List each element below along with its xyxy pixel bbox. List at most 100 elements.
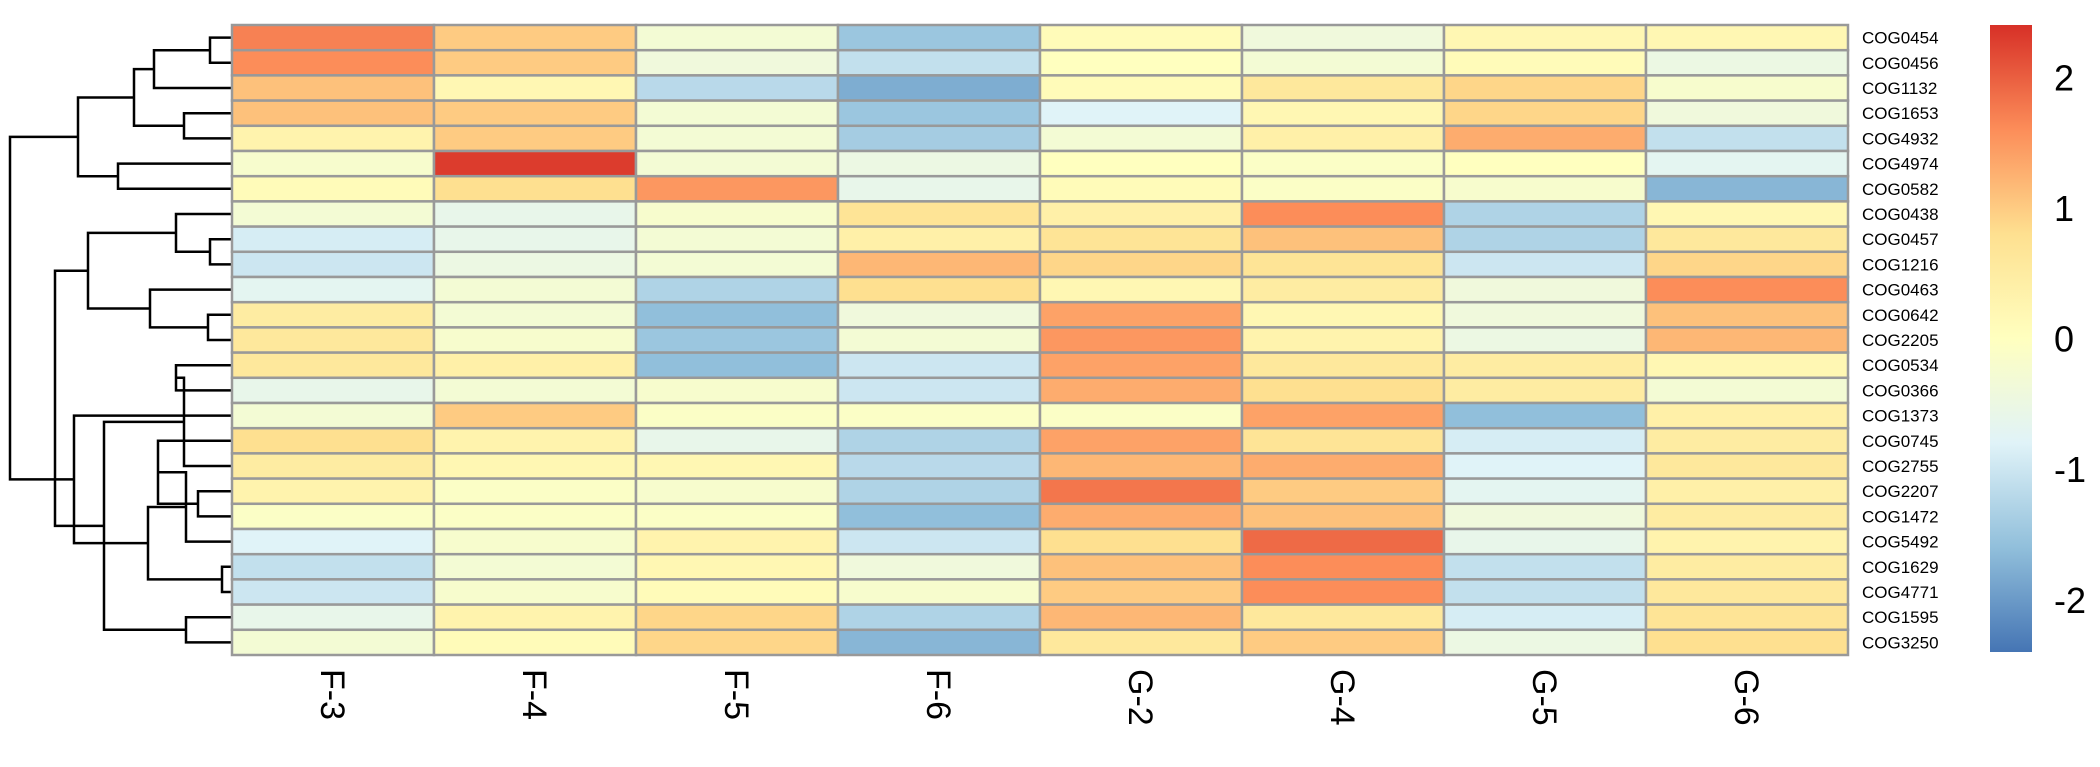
heatmap-cell-COG1373-G-6 <box>1644 401 1850 430</box>
heatmap-cell-COG4974-F-5 <box>634 149 840 178</box>
heatmap-cell-COG2755-F-6 <box>836 452 1042 480</box>
heatmap-cell-COG0438-G-6 <box>1644 200 1850 228</box>
row-label: COG5492 <box>1862 533 1939 552</box>
heatmap-cell-COG2207-G-4 <box>1240 477 1446 506</box>
heatmap-cell-COG1216-G-6 <box>1644 250 1850 279</box>
heatmap-cell-COG2207-F-6 <box>836 477 1042 506</box>
heatmap-cell-COG1216-G-4 <box>1240 250 1446 279</box>
heatmap-cell-COG4974-G-6 <box>1644 149 1850 178</box>
heatmap-cell-COG0582-F-3 <box>230 174 436 203</box>
heatmap-cell-COG1216-G-5 <box>1442 250 1648 279</box>
heatmap-cell-COG1472-F-4 <box>432 502 638 531</box>
heatmap-cell-COG0582-G-4 <box>1240 174 1446 203</box>
heatmap-cell-COG1595-G-6 <box>1644 603 1850 632</box>
heatmap-cell-COG2755-F-4 <box>432 452 638 480</box>
heatmap-cell-COG0534-G-4 <box>1240 351 1446 380</box>
heatmap-cell-COG2205-F-6 <box>836 326 1042 354</box>
heatmap-cell-COG0582-F-5 <box>634 174 840 203</box>
heatmap-cell-COG0454-G-4 <box>1240 23 1446 52</box>
heatmap-cell-COG0454-F-3 <box>230 23 436 52</box>
heatmap-cell-COG4771-G-2 <box>1038 578 1244 606</box>
row-label: COG0582 <box>1862 180 1939 199</box>
heatmap-cell-COG0454-F-6 <box>836 23 1042 52</box>
heatmap-cell-COG0366-G-2 <box>1038 376 1244 405</box>
heatmap-cell-COG1653-F-4 <box>432 99 638 128</box>
heatmap-cell-COG4771-F-5 <box>634 578 840 606</box>
heatmap-cell-COG5492-F-6 <box>836 527 1042 556</box>
heatmap-cell-COG1629-F-5 <box>634 552 840 581</box>
heatmap-cell-COG1132-G-6 <box>1644 74 1850 102</box>
heatmap-cell-COG1653-G-5 <box>1442 99 1648 128</box>
heatmap-cell-COG1472-G-5 <box>1442 502 1648 531</box>
heatmap-cell-COG1629-F-4 <box>432 552 638 581</box>
legend-tick-label: 0 <box>2054 319 2074 360</box>
heatmap-cell-COG1595-G-4 <box>1240 603 1446 632</box>
heatmap-cell-COG1132-G-4 <box>1240 74 1446 102</box>
heatmap-cell-COG4932-G-2 <box>1038 124 1244 153</box>
heatmap-cell-COG5492-F-3 <box>230 527 436 556</box>
column-label: F-5 <box>717 669 755 720</box>
heatmap-cell-COG1629-G-6 <box>1644 552 1850 581</box>
heatmap-cell-COG1373-F-3 <box>230 401 436 430</box>
heatmap-cell-COG1595-F-6 <box>836 603 1042 632</box>
row-label: COG1595 <box>1862 608 1939 627</box>
heatmap-cell-COG0366-F-6 <box>836 376 1042 405</box>
heatmap-cell-COG0642-G-5 <box>1442 300 1648 329</box>
row-label: COG1373 <box>1862 407 1939 426</box>
heatmap-cell-COG0745-F-4 <box>432 426 638 455</box>
heatmap-cell-COG0745-G-2 <box>1038 426 1244 455</box>
heatmap-cell-COG2207-F-4 <box>432 477 638 506</box>
heatmap-cell-COG0456-F-3 <box>230 48 436 77</box>
dendrogram-branch <box>206 313 232 342</box>
column-label: F-3 <box>313 669 351 720</box>
heatmap-cell-COG0582-G-5 <box>1442 174 1648 203</box>
heatmap-cell-COG0463-F-4 <box>432 275 638 304</box>
dendrogram-branch <box>152 48 232 90</box>
row-label: COG1216 <box>1862 255 1939 274</box>
dendrogram-branch <box>196 489 232 518</box>
legend-tick-label: 1 <box>2054 188 2074 229</box>
heatmap-cell-COG4771-G-4 <box>1240 578 1446 606</box>
heatmap-cell-COG0457-G-6 <box>1644 225 1850 254</box>
heatmap-cell-COG0534-F-5 <box>634 351 840 380</box>
heatmap-cell-COG0457-G-5 <box>1442 225 1648 254</box>
heatmap-cell-COG2207-G-5 <box>1442 477 1648 506</box>
column-label: F-6 <box>919 669 957 720</box>
heatmap-cell-COG2205-F-4 <box>432 326 638 354</box>
heatmap-cell-COG1132-G-5 <box>1442 74 1648 102</box>
heatmap-cell-COG0456-G-6 <box>1644 48 1850 77</box>
heatmap-cell-COG4932-G-4 <box>1240 124 1446 153</box>
column-label: G-5 <box>1525 669 1563 726</box>
heatmap-cell-COG4771-G-5 <box>1442 578 1648 606</box>
heatmap-cell-COG5492-G-2 <box>1038 527 1244 556</box>
heatmap-cell-COG2205-G-6 <box>1644 326 1850 354</box>
heatmap-cell-COG2207-G-2 <box>1038 477 1244 506</box>
heatmap-cell-COG0366-G-5 <box>1442 376 1648 405</box>
heatmap-cell-COG1216-F-5 <box>634 250 840 279</box>
heatmap-cell-COG5492-F-5 <box>634 527 840 556</box>
heatmap-cell-COG1373-G-5 <box>1442 401 1648 430</box>
heatmap-cell-COG0366-F-5 <box>634 376 840 405</box>
row-label: COG2207 <box>1862 482 1939 501</box>
heatmap-cell-COG5492-G-5 <box>1442 527 1648 556</box>
row-label: COG0457 <box>1862 230 1939 249</box>
heatmap-cell-COG1472-F-6 <box>836 502 1042 531</box>
heatmap-cell-COG1629-G-2 <box>1038 552 1244 581</box>
heatmap-cell-COG0438-F-6 <box>836 200 1042 228</box>
dendrogram-branch <box>182 111 232 140</box>
heatmap-cell-COG0463-G-2 <box>1038 275 1244 304</box>
heatmap-cell-COG1132-F-3 <box>230 74 436 102</box>
heatmap-cell-COG1132-F-6 <box>836 74 1042 102</box>
heatmap-cell-COG1653-F-5 <box>634 99 840 128</box>
heatmap-cell-COG0463-G-5 <box>1442 275 1648 304</box>
heatmap-cell-COG0438-F-3 <box>230 200 436 228</box>
heatmap-cell-COG2755-G-6 <box>1644 452 1850 480</box>
heatmap-cell-COG3250-G-5 <box>1442 628 1648 657</box>
heatmap-cell-COG2205-G-5 <box>1442 326 1648 354</box>
heatmap-cell-COG2755-G-2 <box>1038 452 1244 480</box>
heatmap-cell-COG2755-F-3 <box>230 452 436 480</box>
heatmap-cell-COG3250-F-4 <box>432 628 638 657</box>
heatmap-cell-COG0642-G-4 <box>1240 300 1446 329</box>
heatmap-cell-COG1595-F-5 <box>634 603 840 632</box>
heatmap-cell-COG0454-F-5 <box>634 23 840 52</box>
